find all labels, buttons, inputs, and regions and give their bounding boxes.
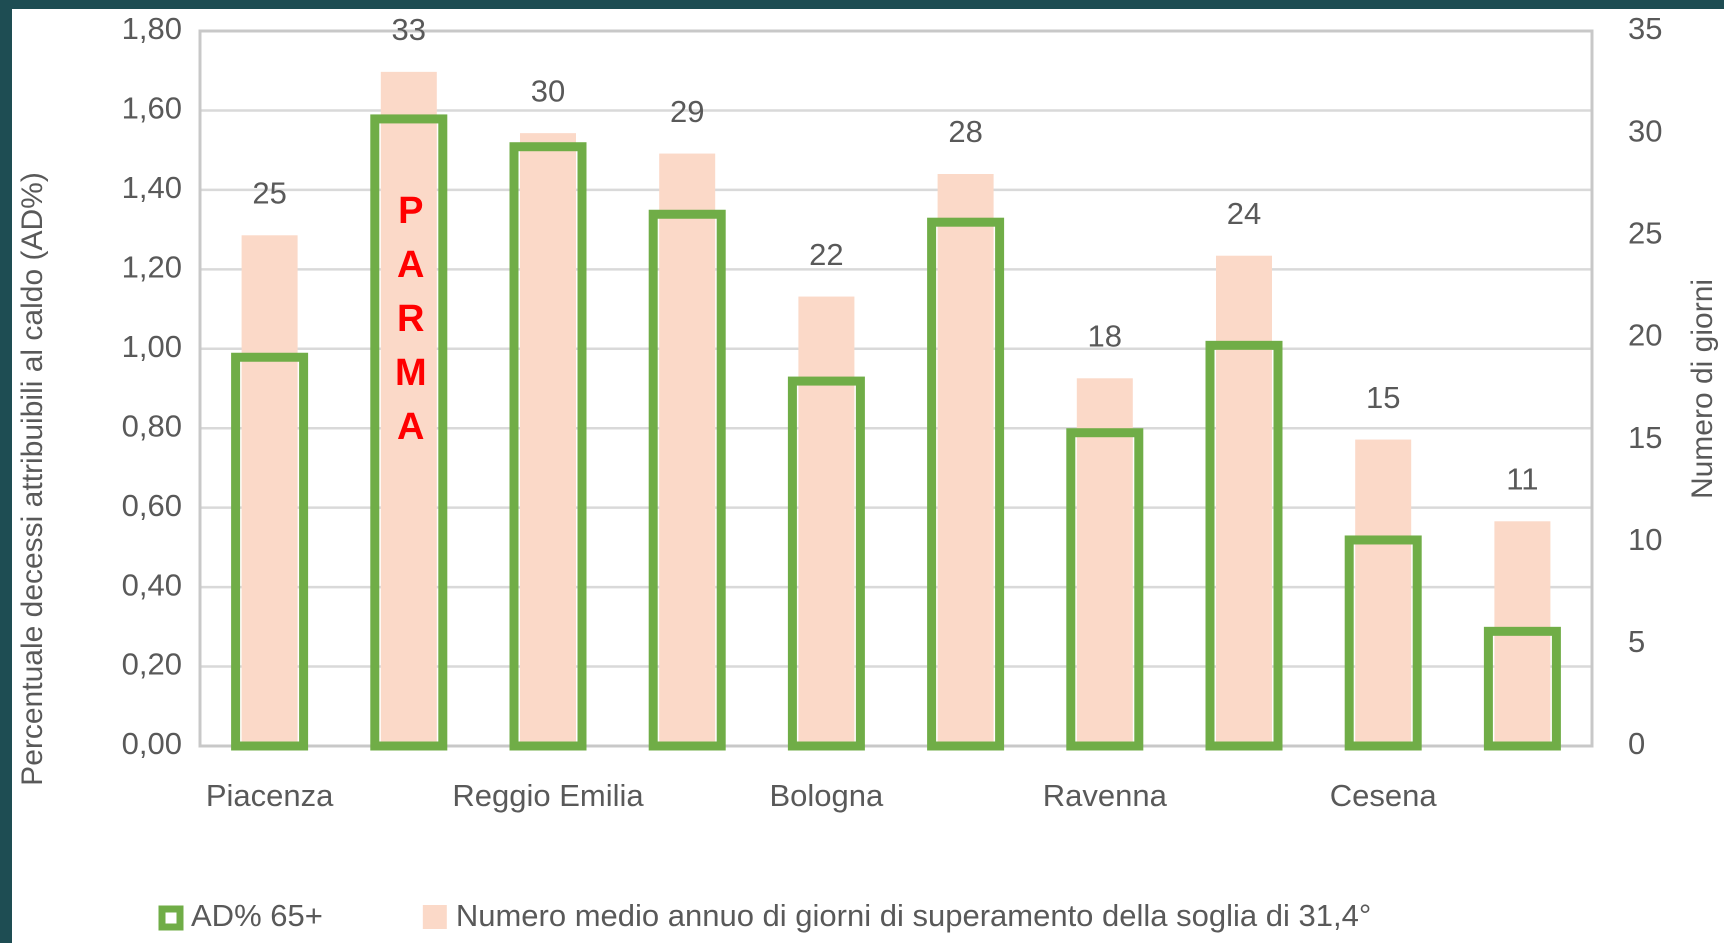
bar [648, 209, 726, 751]
y-tick-label: 0,60 [122, 488, 182, 523]
data-label: 29 [670, 94, 704, 129]
x-tick-label: Reggio Emilia [452, 778, 644, 813]
data-label: 15 [1366, 380, 1400, 415]
bar [659, 153, 716, 747]
bar [1066, 428, 1144, 751]
y2-tick-label: 35 [1628, 11, 1662, 46]
data-label: 30 [531, 73, 565, 108]
y-axis-title: Percentuale decessi attribuibili al cald… [16, 172, 49, 786]
y2-tick-label: 20 [1628, 318, 1662, 353]
bar [927, 217, 1005, 751]
bar [241, 235, 298, 747]
data-label: 11 [1506, 461, 1538, 496]
data-label: 28 [948, 114, 982, 149]
y-tick-label: 0,80 [122, 408, 182, 443]
plot-frame [198, 29, 1594, 748]
legend-swatch [422, 905, 447, 929]
data-label: 18 [1088, 318, 1122, 353]
bar [1205, 340, 1283, 751]
y2-tick-label: 25 [1628, 215, 1662, 250]
bar [1076, 378, 1133, 746]
legend-label: AD% 65+ [191, 898, 323, 933]
bar [798, 296, 855, 746]
x-tick-label: Piacenza [206, 778, 334, 813]
bar [1355, 439, 1412, 746]
bar [937, 174, 994, 746]
y2-axis-title: Numero di giorni [1686, 279, 1719, 499]
bar [509, 142, 587, 751]
bar [520, 133, 576, 747]
y2-tick-label: 30 [1628, 113, 1662, 148]
y2-tick-label: 5 [1628, 624, 1645, 659]
bar [787, 376, 865, 751]
data-label: 25 [252, 175, 286, 210]
y-tick-label: 1,20 [122, 250, 182, 285]
bar [1483, 626, 1561, 751]
y-tick-label: 1,80 [122, 11, 182, 46]
y-tick-label: 0,20 [122, 647, 182, 682]
bar [1344, 535, 1422, 751]
x-tick-label: Ravenna [1043, 778, 1168, 813]
bar [1216, 255, 1272, 746]
y2-tick-label: 0 [1628, 726, 1645, 761]
y2-tick-label: 10 [1628, 522, 1662, 557]
x-tick-label: Bologna [770, 778, 885, 813]
legend-swatch [158, 905, 184, 931]
bar [380, 71, 437, 747]
y-tick-label: 0,00 [122, 726, 182, 761]
legend-label: Numero medio annuo di giorni di superame… [456, 898, 1371, 933]
y-tick-label: 1,00 [122, 329, 182, 364]
bar [370, 114, 448, 751]
bar [231, 352, 309, 751]
y-tick-label: 0,40 [122, 567, 182, 602]
y2-tick-label: 15 [1628, 420, 1662, 455]
data-label: 33 [392, 12, 426, 47]
data-label: 22 [809, 237, 843, 272]
annotation: PARMA [390, 190, 432, 460]
y-tick-label: 1,40 [122, 170, 182, 205]
y-tick-label: 1,60 [122, 91, 182, 126]
data-label: 24 [1227, 196, 1261, 231]
x-tick-label: Cesena [1330, 778, 1438, 813]
